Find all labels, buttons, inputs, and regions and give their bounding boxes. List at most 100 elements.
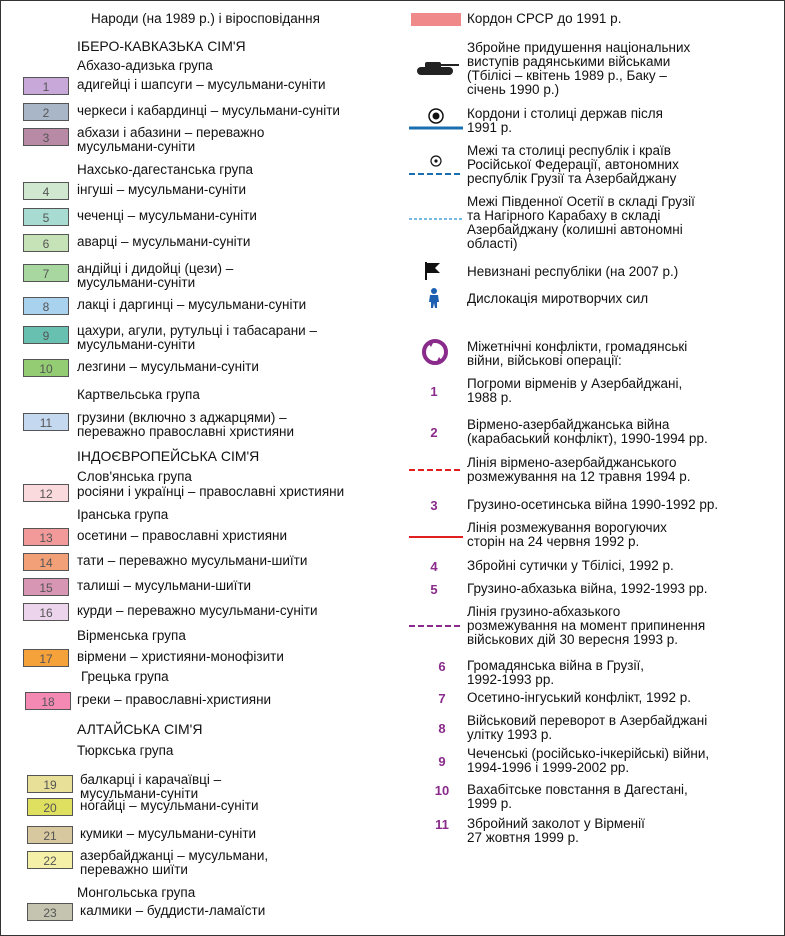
- swatch-8: 8: [23, 297, 69, 315]
- peacekeepers-label: Дислокація миротворчих сил: [467, 291, 649, 306]
- people-label-12: росіяни і українці – православні христия…: [77, 484, 345, 499]
- conflict-num-10: 10: [434, 783, 450, 798]
- swatch-23: 23: [27, 903, 73, 921]
- conflict-ring-icon: [422, 339, 448, 365]
- flag-icon: [425, 262, 440, 280]
- conflict-5-label: Грузино-абхазька війна, 1992-1993 рр.: [467, 581, 708, 596]
- inner-border-capital-icon: [409, 155, 463, 175]
- conflict-num-2: 2: [430, 425, 438, 440]
- people-label-7: андійці і дидойці (цези) – мусульмани-су…: [77, 261, 234, 290]
- family-indo-european: ІНДОЄВРОПЕЙСЬКА СІМ'Я: [77, 448, 260, 464]
- swatch-4: 4: [23, 182, 69, 200]
- conflict-10-label: Вахабітське повстання в Дагестані, 1999 …: [467, 782, 688, 811]
- group-iranian: Іранська група: [77, 507, 169, 522]
- conflict-num-9: 9: [438, 754, 446, 769]
- group-kartvelian: Картвельська група: [77, 387, 200, 402]
- family-altaic: АЛТАЙСЬКА СІМ'Я: [77, 721, 203, 737]
- people-label-5: чеченці – мусульмани-суніти: [77, 208, 257, 223]
- swatch-18: 18: [25, 692, 71, 710]
- swatch-19: 19: [27, 775, 73, 793]
- swatch-10: 10: [23, 359, 69, 377]
- so-nk-label: Межі Південної Осетії в складі Грузії та…: [467, 194, 695, 251]
- conflict-7-label: Осетино-інгуський конфлікт, 1992 р.: [467, 690, 691, 705]
- conflict-num-4: 4: [430, 559, 438, 574]
- conflict-num-8: 8: [438, 721, 446, 736]
- people-label-9: цахури, агули, рутульці і табасарани – м…: [77, 323, 317, 352]
- people-label-14: тати – переважно мусульмани-шиїти: [77, 553, 308, 568]
- swatch-21: 21: [27, 826, 73, 844]
- group-turkic: Тюркська група: [77, 743, 174, 758]
- conflict-num-11: 11: [435, 817, 449, 832]
- swatch-15: 15: [23, 578, 69, 596]
- conflict-9-label: Чеченські (російсько-ічкерійські) війни,…: [467, 746, 710, 775]
- unrecognized-label: Невизнані республіки (на 2007 р.): [467, 264, 679, 279]
- conflict-6-label: Громадянська війна в Грузії, 1992-1993 р…: [467, 658, 644, 687]
- people-label-8: лакці і даргинці – мусульмани-суніти: [77, 297, 307, 312]
- swatch-5: 5: [23, 208, 69, 226]
- conflict-num-1: 1: [430, 384, 438, 399]
- group-armenian: Вірменська група: [77, 628, 186, 643]
- swatch-20: 20: [27, 798, 73, 816]
- swatch-9: 9: [23, 326, 69, 344]
- people-label-4: інгуші – мусульмани-суніти: [77, 182, 247, 197]
- swatch-6: 6: [23, 234, 69, 252]
- swatch-1: 1: [23, 77, 69, 95]
- tank-icon: [417, 62, 459, 75]
- people-label-15: талиші – мусульмани-шиїти: [77, 578, 252, 593]
- group-abkhaz-adyghe: Абхазо-адизька група: [77, 58, 213, 73]
- conflict-4-label: Збройні сутички у Тбілісі, 1992 р.: [467, 558, 674, 573]
- conflicts-label: Міжетнічні конфлікти, громадянські війни…: [467, 339, 688, 368]
- group-greek: Грецька група: [81, 669, 169, 684]
- group-mongolic: Монгольська група: [77, 885, 196, 900]
- ga-line-label: Лінія грузино-абхазького розмежування на…: [467, 604, 706, 647]
- people-label-20: ногайці – мусульмани-суніти: [80, 798, 259, 813]
- so-nk-border-line: [409, 218, 463, 220]
- people-label-3: абхази і абазини – переважно мусульмани-…: [77, 125, 265, 154]
- swatch-14: 14: [23, 553, 69, 571]
- group-nakh-dagestan: Нахсько-дагестанська група: [77, 162, 254, 177]
- people-label-22: азербайджанці – мусульмани, переважно ши…: [80, 848, 269, 877]
- people-label-18: греки – православні-християни: [77, 692, 272, 707]
- people-label-13: осетини – православні християни: [77, 528, 287, 543]
- state-border-capital-icon: [409, 108, 463, 130]
- family-ibero-caucasian: ІБЕРО-КАВКАЗЬКА СІМ'Я: [77, 38, 246, 54]
- conflict-num-6: 6: [438, 659, 446, 674]
- swatch-7: 7: [23, 264, 69, 282]
- conflict-8-label: Військовий переворот в Азербайджані уліт…: [467, 713, 708, 742]
- conflict-3-label: Грузино-осетинська війна 1990-1992 рр.: [467, 497, 719, 512]
- people-label-10: лезгини – мусульмани-суніти: [77, 359, 259, 374]
- people-label-21: кумики – мусульмани-суніти: [80, 826, 257, 841]
- people-label-11: грузини (включно з аджарцями) – переважн…: [77, 410, 295, 439]
- swatch-16: 16: [23, 603, 69, 621]
- people-label-17: вірмени – християни-монофізити: [77, 649, 284, 664]
- aa-line-label: Лінія вірмено-азербайджанського розмежув…: [467, 455, 691, 484]
- people-label-2: черкеси і кабардинці – мусульмани-суніти: [77, 103, 340, 118]
- conflict-11-label: Збройний заколот у Вірменії 27 жовтня 19…: [467, 816, 645, 845]
- swatch-17: 17: [23, 649, 69, 667]
- ussr-border-label: Кордон СРСР до 1991 р.: [467, 11, 622, 26]
- swatch-22: 22: [27, 851, 73, 869]
- borders-after-label: Кордони і столиці держав після 1991 р.: [467, 106, 663, 135]
- conflict-2-label: Вірмено-азербайджанська війна (карабаськ…: [467, 417, 708, 446]
- aa-line: [409, 469, 463, 471]
- inner-borders-label: Межі та столиці республік і країв Російс…: [467, 143, 679, 186]
- swatch-11: 11: [23, 413, 69, 431]
- swatch-13: 13: [23, 528, 69, 546]
- swatch-2: 2: [23, 103, 69, 121]
- peacekeeper-icon: [429, 288, 439, 308]
- suppression-label: Збройне придушення національних виступів…: [467, 40, 691, 97]
- conflict-num-5: 5: [430, 582, 438, 597]
- group-slavic: Слов'янська група: [77, 469, 192, 484]
- people-label-23: калмики – буддисти-ламаїсти: [80, 903, 266, 918]
- hostile-line: [409, 536, 463, 538]
- conflict-num-7: 7: [438, 691, 446, 706]
- legend-title: Народи (на 1989 р.) і віросповідання: [91, 11, 320, 26]
- ussr-border-swatch: [411, 13, 461, 26]
- conflict-num-3: 3: [430, 498, 438, 513]
- swatch-3: 3: [23, 128, 69, 146]
- people-label-1: адигейці і шапсуги – мусульмани-суніти: [77, 77, 326, 92]
- hostile-line-label: Лінія розмежування ворогуючих сторін на …: [467, 520, 667, 549]
- people-label-19: балкарці і карачаївці – мусульмани-суніт…: [80, 772, 222, 801]
- conflict-1-label: Погроми вірменів у Азербайджані, 1988 р.: [467, 376, 683, 405]
